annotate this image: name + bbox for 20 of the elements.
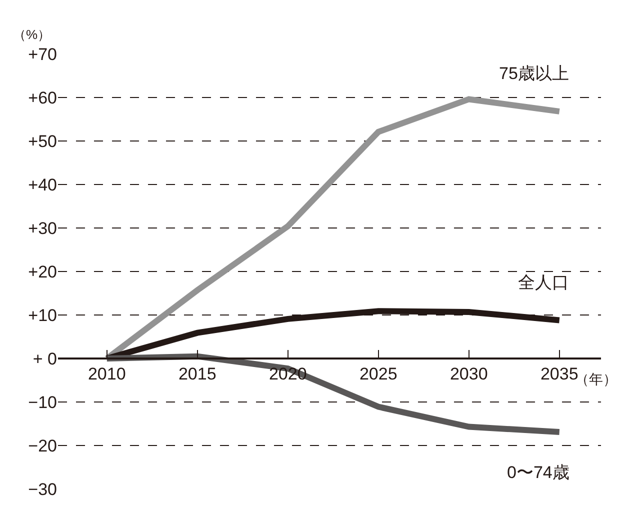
y-tick-label: +60 xyxy=(28,88,57,108)
y-axis-title: （%） xyxy=(13,27,51,42)
y-tick-label: +10 xyxy=(28,306,57,325)
series-label: 75歳以上 xyxy=(499,64,569,83)
y-tick-label: −10 xyxy=(28,392,57,412)
y-tick-label: +30 xyxy=(28,218,57,238)
y-tick-label: +40 xyxy=(28,175,57,194)
x-tick-label: 2015 xyxy=(178,364,216,384)
y-tick-label: +20 xyxy=(28,262,57,282)
series-label: 全人口 xyxy=(518,273,569,292)
y-tick-label: + 0 xyxy=(32,349,57,368)
x-tick-label: 2010 xyxy=(88,364,126,384)
y-tick-label: +50 xyxy=(28,132,57,151)
y-tick-label: +70 xyxy=(28,44,57,64)
series-label: 0〜74歳 xyxy=(507,463,570,482)
x-tick-label: 2025 xyxy=(359,364,398,384)
x-tick-label: 2030 xyxy=(450,364,488,384)
x-tick-label: 2035 xyxy=(540,364,578,384)
y-tick-label: −20 xyxy=(28,436,57,456)
y-tick-label: −30 xyxy=(28,480,57,499)
